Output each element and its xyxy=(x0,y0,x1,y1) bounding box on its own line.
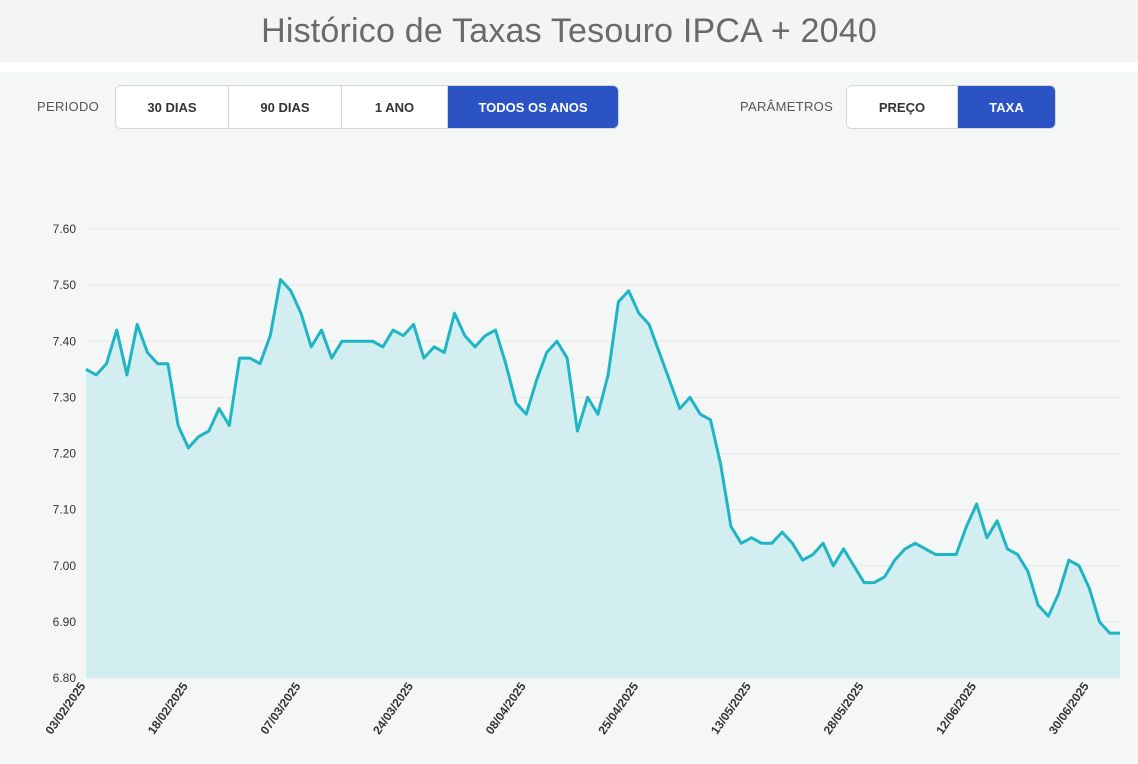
x-tick-label: 08/04/2025 xyxy=(483,679,529,736)
y-tick-label: 7.30 xyxy=(53,390,77,404)
rate-series-line xyxy=(85,278,1120,635)
period-90-days-button[interactable]: 90 DIAS xyxy=(229,86,342,128)
x-tick-label: 07/03/2025 xyxy=(258,679,304,736)
y-tick-label: 7.40 xyxy=(53,334,77,348)
y-tick-label: 7.00 xyxy=(53,559,77,573)
period-1-year-button[interactable]: 1 ANO xyxy=(342,86,448,128)
y-tick-label: 6.80 xyxy=(53,671,77,685)
x-tick-label: 30/06/2025 xyxy=(1046,679,1092,736)
x-tick-label: 28/05/2025 xyxy=(821,679,867,736)
y-tick-label: 7.10 xyxy=(53,503,77,517)
page-title: Histórico de Taxas Tesouro IPCA + 2040 xyxy=(261,11,877,50)
x-tick-label: 18/02/2025 xyxy=(145,679,191,736)
param-rate-button[interactable]: TAXA xyxy=(958,86,1055,128)
y-tick-label: 7.20 xyxy=(53,447,77,461)
chart-panel: PERIODO 30 DIAS 90 DIAS 1 ANO TODOS OS A… xyxy=(0,72,1138,764)
period-label: PERIODO xyxy=(37,99,100,114)
x-tick-label: 24/03/2025 xyxy=(370,679,416,736)
y-tick-label: 6.90 xyxy=(53,615,77,629)
y-tick-label: 7.60 xyxy=(53,222,77,236)
y-tick-label: 7.50 xyxy=(53,278,77,292)
rate-area-fill xyxy=(86,279,1120,678)
rate-history-chart: 6.80 6.90 7.00 7.10 7.20 7.30 7.40 7.50 7.60 03/0… xyxy=(43,222,1120,737)
params-selector: PREÇO TAXA xyxy=(846,85,1056,129)
period-selector: 30 DIAS 90 DIAS 1 ANO TODOS OS ANOS xyxy=(115,85,619,129)
period-all-years-button[interactable]: TODOS OS ANOS xyxy=(448,86,618,128)
param-price-button[interactable]: PREÇO xyxy=(847,86,958,128)
period-30-days-button[interactable]: 30 DIAS xyxy=(116,86,229,128)
title-bar: Histórico de Taxas Tesouro IPCA + 2040 xyxy=(0,0,1138,62)
x-tick-label: 13/05/2025 xyxy=(708,679,754,736)
params-label: PARÂMETROS xyxy=(740,99,834,114)
x-tick-label: 25/04/2025 xyxy=(595,679,641,736)
x-tick-label: 12/06/2025 xyxy=(933,679,979,736)
x-tick-label: 03/02/2025 xyxy=(43,679,89,736)
